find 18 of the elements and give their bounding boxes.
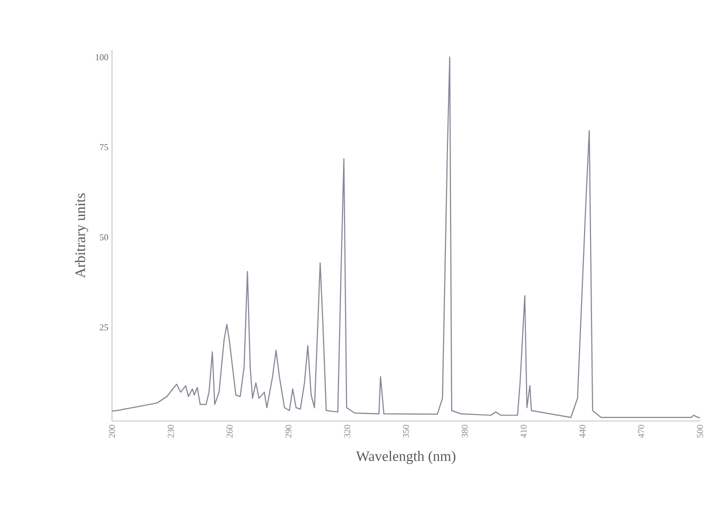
x-tick-label: 320 [344, 424, 350, 438]
y-tick-label: 50 [100, 234, 108, 240]
line-series [112, 56, 700, 418]
x-tick-label: 410 [520, 424, 527, 438]
x-tick-label: 230 [168, 424, 174, 438]
x-tick-label: 500 [696, 424, 704, 438]
y-tick-label: 75 [100, 144, 108, 150]
y-tick-label: 25 [100, 324, 108, 330]
x-axis-title: Wavelength (nm) [356, 450, 456, 464]
x-tick-label: 350 [402, 424, 410, 438]
x-tick-label: 440 [579, 424, 586, 438]
x-tick-label: 290 [285, 424, 292, 438]
y-tick-label: 100 [96, 54, 108, 60]
x-tick-label: 380 [462, 424, 468, 438]
x-tick-label: 200 [108, 424, 116, 438]
x-tick-label: 260 [226, 424, 233, 438]
y-axis-title: Arbitrary units [75, 193, 88, 278]
x-tick-label: 470 [638, 424, 644, 438]
